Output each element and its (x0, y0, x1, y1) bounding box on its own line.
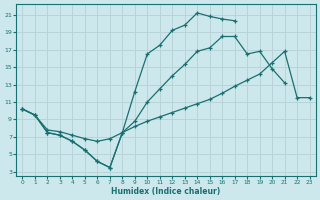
X-axis label: Humidex (Indice chaleur): Humidex (Indice chaleur) (111, 187, 221, 196)
